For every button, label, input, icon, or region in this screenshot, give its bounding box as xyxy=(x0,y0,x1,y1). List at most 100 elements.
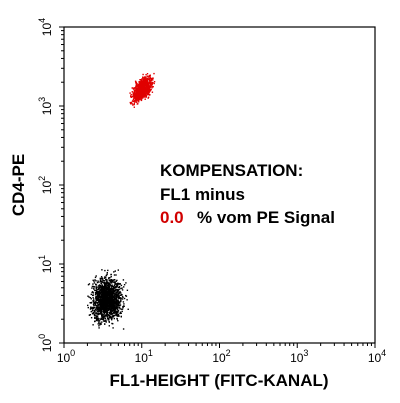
cd4-positive-event xyxy=(146,80,148,82)
cd4-positive-event xyxy=(132,94,134,96)
cd4-negative-event xyxy=(115,293,117,295)
cd4-positive-event xyxy=(150,80,152,82)
cd4-negative-event xyxy=(117,313,119,316)
cd4-negative-event xyxy=(105,288,107,290)
cd4-positive-event xyxy=(139,85,142,87)
cd4-negative-event xyxy=(93,300,95,302)
cd4-positive-event xyxy=(142,84,144,86)
cd4-negative-event xyxy=(110,312,112,314)
cd4-positive-event xyxy=(136,88,139,90)
cd4-positive-event xyxy=(130,101,133,104)
cd4-negative-event xyxy=(115,301,118,303)
cd4-negative-event xyxy=(92,296,94,299)
cd4-positive-event xyxy=(142,76,144,78)
cd4-negative-event xyxy=(119,312,121,315)
cd4-negative-event xyxy=(102,287,104,290)
cd4-negative-event xyxy=(95,298,97,300)
cd4-positive-event xyxy=(140,92,143,94)
cd4-positive-event xyxy=(143,88,146,90)
cd4-negative-event xyxy=(112,281,115,283)
cd4-positive-event xyxy=(135,93,138,95)
cd4-negative-event xyxy=(95,292,97,294)
cd4-positive-event xyxy=(151,91,154,93)
cd4-positive-event xyxy=(132,88,135,90)
cd4-negative-event xyxy=(101,295,104,298)
cd4-negative-event xyxy=(108,320,110,322)
cd4-positive-event xyxy=(133,89,136,92)
cd4-negative-event xyxy=(99,289,101,292)
cd4-negative-event xyxy=(114,301,117,303)
cd4-positive-event xyxy=(147,84,149,86)
cd4-negative-event xyxy=(111,285,114,287)
cd4-negative-event xyxy=(104,311,106,313)
cd4-negative-event xyxy=(111,315,113,317)
cd4-negative-event xyxy=(122,279,125,281)
cd4-negative-event xyxy=(105,283,108,285)
cd4-positive-event xyxy=(135,87,137,89)
cd4-negative-event xyxy=(114,291,117,293)
cd4-positive-event xyxy=(138,97,140,99)
cd4-negative-event xyxy=(103,317,105,319)
cd4-positive-event xyxy=(132,104,134,106)
cd4-negative-event xyxy=(115,302,117,305)
cd4-negative-event xyxy=(95,280,97,282)
cd4-positive-event xyxy=(151,77,154,79)
cd4-positive-event xyxy=(147,89,149,91)
cd4-negative-event xyxy=(95,309,97,312)
cd4-negative-event xyxy=(105,320,107,322)
cd4-negative-event xyxy=(105,296,107,299)
cd4-negative-event xyxy=(109,296,111,298)
cd4-negative-event xyxy=(95,296,97,299)
cd4-negative-event xyxy=(111,286,113,288)
cd4-negative-event xyxy=(101,285,103,287)
cd4-negative-event xyxy=(106,282,108,284)
cd4-positive-event xyxy=(138,101,140,103)
cd4-negative-event xyxy=(108,296,110,299)
cd4-negative-event xyxy=(119,300,122,302)
cd4-negative-event xyxy=(123,303,125,305)
cd4-negative-event xyxy=(87,284,90,286)
cd4-negative-event xyxy=(108,279,110,281)
cd4-negative-event xyxy=(113,312,116,314)
cd4-positive-event xyxy=(149,82,152,85)
cd4-negative-event xyxy=(96,301,99,304)
cd4-negative-event xyxy=(112,291,114,294)
cd4-positive-event xyxy=(142,73,144,76)
cd4-negative-event xyxy=(95,290,98,292)
cd4-negative-event xyxy=(96,307,99,309)
cd4-negative-event xyxy=(110,317,113,319)
cd4-negative-event xyxy=(106,295,109,297)
cd4-negative-event xyxy=(120,284,123,287)
cd4-negative-event xyxy=(116,286,118,288)
cd4-negative-event xyxy=(113,290,116,293)
cd4-negative-event xyxy=(104,293,106,296)
cd4-negative-event xyxy=(99,323,101,326)
cd4-negative-event xyxy=(113,271,115,273)
cd4-positive-event xyxy=(139,82,141,84)
cd4-negative-event xyxy=(91,285,94,288)
cd4-negative-event xyxy=(109,306,111,308)
cd4-negative-event xyxy=(102,300,104,302)
cd4-positive-event xyxy=(139,83,142,86)
cd4-positive-event xyxy=(148,94,151,96)
cd4-negative-event xyxy=(110,297,112,299)
cd4-negative-event xyxy=(102,313,104,316)
cd4-negative-event xyxy=(119,294,121,296)
cd4-negative-event xyxy=(115,307,118,309)
cd4-negative-event xyxy=(92,324,94,326)
cd4-positive-event xyxy=(135,99,137,101)
cd4-negative-event xyxy=(95,317,97,320)
cd4-negative-event xyxy=(105,284,107,286)
cd4-negative-event xyxy=(100,301,102,304)
cd4-negative-event xyxy=(117,294,119,296)
cd4-negative-event xyxy=(103,303,105,306)
cd4-positive-event xyxy=(145,76,147,78)
cd4-negative-event xyxy=(94,301,97,303)
cd4-negative-event xyxy=(109,284,111,287)
cd4-positive-event xyxy=(145,81,147,83)
cd4-negative-event xyxy=(111,290,113,293)
cd4-negative-event xyxy=(117,300,119,302)
cd4-negative-event xyxy=(100,292,102,294)
cd4-negative-event xyxy=(104,282,107,285)
cd4-negative-event xyxy=(106,292,108,294)
